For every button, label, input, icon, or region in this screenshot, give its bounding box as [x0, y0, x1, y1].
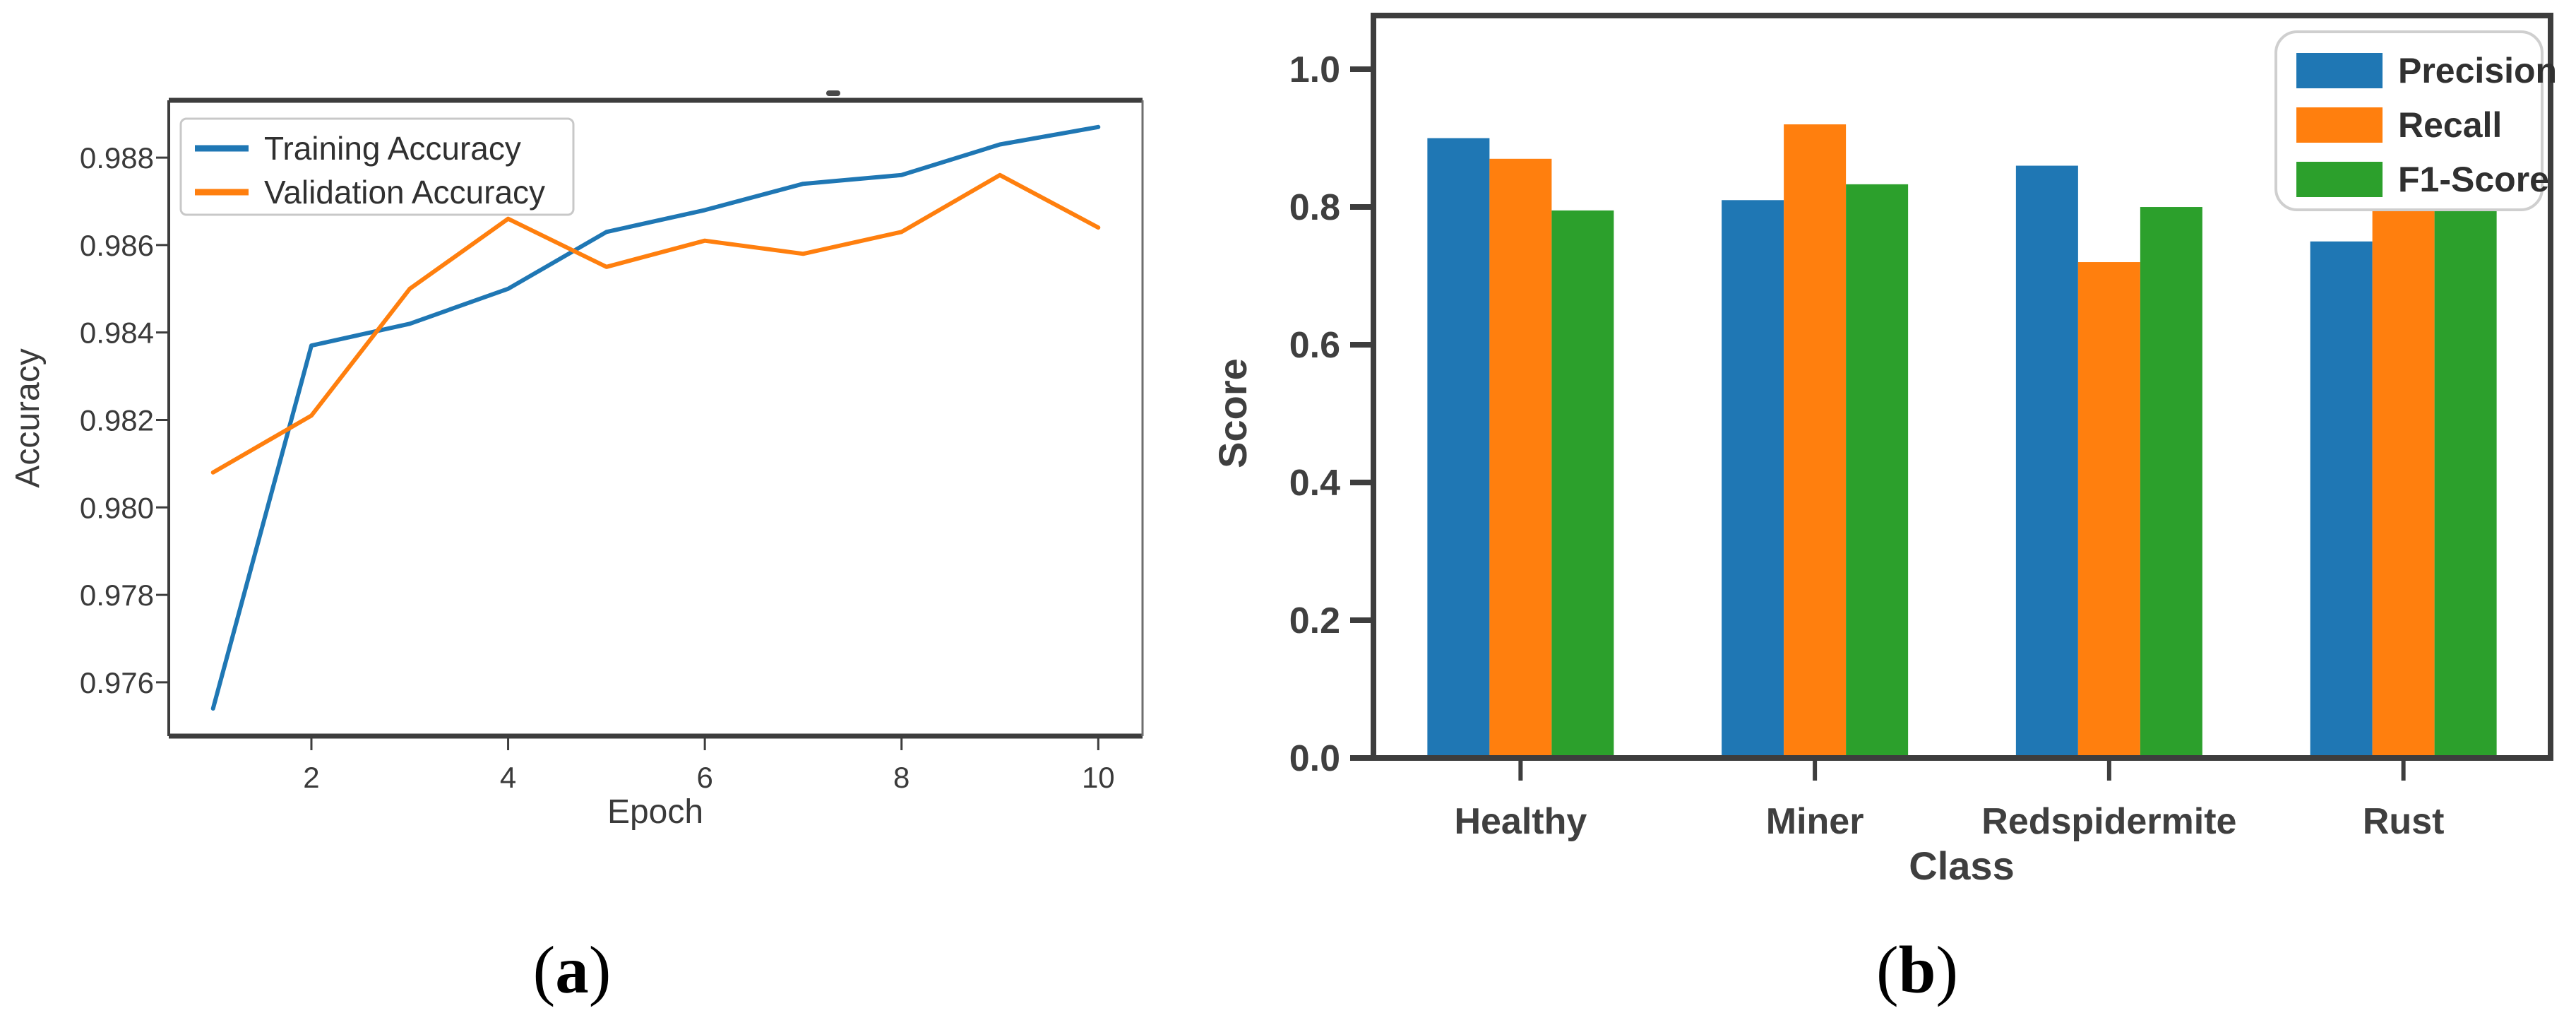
legend-label: Recall: [2398, 105, 2502, 145]
bar-redspidermite-f1-score: [2140, 207, 2202, 758]
bar-redspidermite-recall: [2077, 262, 2140, 758]
bar-healthy-recall: [1489, 158, 1552, 759]
line-chart-legend-box: [179, 117, 575, 216]
bar-redspidermite-precision: [2015, 165, 2078, 758]
y-tick-label: 0.4: [1289, 463, 1340, 504]
caption-b-letter: b: [1898, 932, 1936, 1007]
bar-rust-precision: [2310, 241, 2373, 758]
legend-label: F1-Score: [2398, 160, 2549, 199]
x-tick-label: 6: [696, 761, 712, 794]
y-tick-label: 0.988: [80, 141, 154, 174]
category-label: Rust: [2363, 801, 2445, 842]
bar-rust-recall: [2372, 200, 2435, 758]
x-tick-label: 2: [303, 761, 319, 794]
y-tick-label: 0.982: [80, 403, 154, 437]
cropped-title-artifact: [826, 90, 840, 96]
legend-label: Precision: [2398, 51, 2557, 90]
legend-swatch-rect: [2296, 107, 2383, 143]
bar-healthy-f1-score: [1551, 210, 1614, 758]
caption-a-open-paren: (: [532, 932, 556, 1007]
y-axis-label: Score: [1210, 358, 1255, 468]
subfigure-caption-a: (a): [494, 931, 650, 1009]
x-tick-label: 4: [500, 761, 516, 794]
legend-label: Training Accuracy: [264, 130, 521, 167]
bar-chart-frame: [1371, 13, 2553, 761]
bar-healthy-precision: [1427, 138, 1490, 758]
series-line-validation-accuracy: [210, 172, 1101, 475]
bar-miner-f1-score: [1846, 184, 1909, 758]
y-tick-label: 0.0: [1289, 738, 1340, 779]
x-axis-label: Class: [1909, 843, 2014, 888]
y-tick-label: 0.8: [1289, 187, 1340, 228]
caption-b-close-paren: ): [1936, 932, 1959, 1007]
caption-a-close-paren: ): [588, 932, 612, 1007]
subfigure-caption-b: (b): [1839, 931, 1995, 1009]
x-tick-label: 10: [1082, 761, 1115, 794]
y-tick-label: 0.2: [1289, 600, 1340, 641]
bar-miner-precision: [1722, 200, 1784, 758]
caption-a-letter: a: [555, 932, 589, 1007]
y-tick-label: 0.986: [80, 229, 154, 262]
y-tick-label: 0.6: [1289, 325, 1340, 366]
category-label: Healthy: [1454, 801, 1587, 842]
category-label: Miner: [1766, 801, 1864, 842]
bar-miner-recall: [1784, 124, 1847, 759]
y-tick-label: 0.984: [80, 316, 154, 350]
bar-rust-f1-score: [2434, 210, 2497, 758]
x-tick-label: 8: [893, 761, 910, 794]
y-axis-label: Accuracy: [9, 348, 47, 487]
y-tick-label: 0.976: [80, 666, 154, 699]
y-tick-label: 0.980: [80, 491, 154, 524]
y-tick-label: 0.978: [80, 579, 154, 612]
legend-label: Validation Accuracy: [264, 174, 545, 211]
y-tick-label: 1.0: [1289, 49, 1340, 90]
legend-swatch-rect: [2296, 162, 2383, 197]
caption-b-open-paren: (: [1876, 932, 1899, 1007]
legend-swatch-rect: [2296, 53, 2383, 88]
x-axis-label: Epoch: [607, 793, 703, 831]
category-label: Redspidermite: [1981, 801, 2236, 842]
series-line-training-accuracy: [210, 124, 1101, 711]
